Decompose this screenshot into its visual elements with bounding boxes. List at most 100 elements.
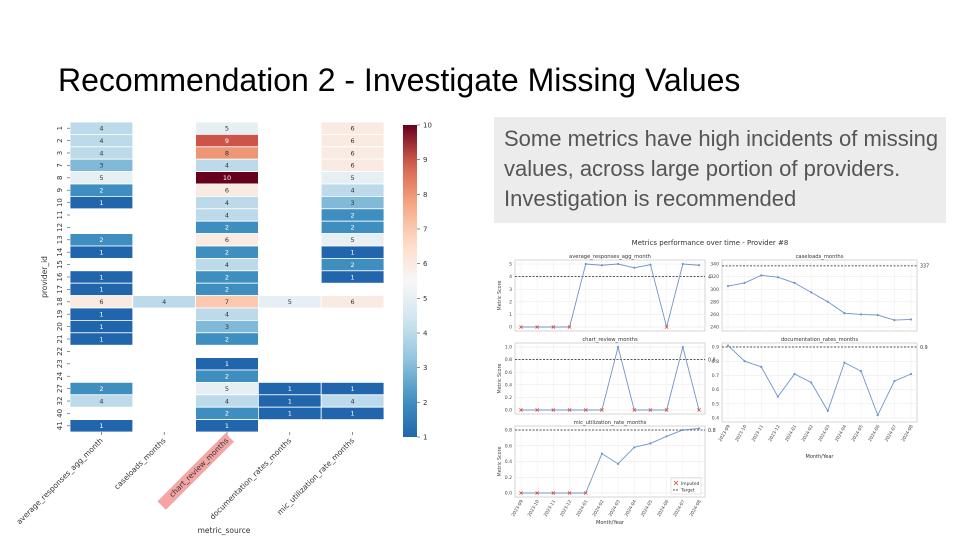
highlight-marker [157, 433, 234, 510]
heatmap-cell-label: 1 [99, 286, 103, 294]
panel-ytick-label: 0.8 [712, 359, 719, 365]
panel-ytick-label: 0.6 [505, 443, 512, 449]
heatmap-cell-label: 8 [225, 149, 229, 157]
heatmap-cell-label: 2 [225, 286, 229, 294]
panel-xtick-label: 2024-03 [607, 499, 621, 518]
heatmap-cell-label: 4 [351, 187, 355, 195]
panel-ytick-label: 0.6 [505, 370, 512, 376]
heatmap-cell-label: 2 [225, 273, 229, 281]
panel-ytick-label: 0.0 [505, 491, 512, 497]
panel-xtick-label: 2024-07 [884, 424, 898, 443]
data-point [681, 428, 684, 432]
heatmap-cell-label: 1 [99, 311, 103, 319]
imputed-marker [697, 408, 701, 412]
data-point [793, 372, 796, 376]
legend-box [670, 477, 702, 495]
panel-ytick-label: 5 [509, 262, 512, 268]
panel-xtick-label: 2023-10 [527, 499, 541, 518]
imputed-marker [535, 491, 540, 495]
panel-xtick-label: 2024-01 [784, 424, 798, 443]
panel-title: mic_utilization_rate_months [574, 420, 647, 426]
target-label: 337 [920, 264, 929, 270]
series-line [727, 345, 912, 417]
heatmap-cell-label: 4 [99, 397, 103, 405]
heatmap-row-label: 10 [56, 198, 64, 207]
panel-ytick-label: 0.4 [712, 416, 719, 422]
heatmap-cell-label: 2 [225, 410, 229, 418]
callout-text: Some metrics have high incidents of miss… [504, 126, 939, 211]
panel-ytick-label: 0.5 [712, 401, 719, 407]
panel-xtick-label: 2023-09 [717, 424, 731, 443]
heatmap-row-label: 14 [56, 247, 64, 256]
series-line [521, 427, 700, 494]
heatmap-cell-label: 4 [225, 261, 229, 269]
panel-xlabel: Month/Year [596, 520, 625, 526]
heatmap-cell-label: 4 [225, 397, 229, 405]
heatmap-cell-label: 1 [99, 273, 103, 281]
panel-ytick-label: 4 [509, 274, 512, 280]
legend-imputed-icon [673, 480, 679, 486]
imputed-marker [567, 408, 572, 412]
panel-xtick-label: 2024-05 [850, 424, 864, 443]
heatmap-cell-label: 1 [351, 273, 355, 281]
panel-ytick-label: 240 [710, 325, 719, 331]
heatmap-cell [320, 270, 385, 284]
heatmap-xlabel: metric_source [198, 526, 251, 535]
heatmap-cell-label: 4 [225, 162, 229, 170]
series-line [521, 263, 700, 328]
heatmap-cell-label: 4 [225, 311, 229, 319]
heatmap-cell-label: 7 [225, 298, 229, 306]
panel-ytick-label: 0.2 [505, 475, 512, 481]
data-point [810, 381, 813, 384]
imputed-marker [519, 408, 523, 412]
heatmap-cell-label: 2 [99, 385, 103, 393]
heatmap-cell-label: 1 [99, 323, 103, 331]
data-point [826, 409, 829, 412]
panel-title: caseloads_months [796, 254, 844, 260]
heatmap-row-label: 9 [56, 188, 64, 192]
heatmap-cell-label: 6 [351, 137, 355, 145]
target-label: 0.8 [708, 357, 716, 363]
data-point [859, 370, 863, 373]
heatmap-ylabel: provider_id [40, 256, 49, 298]
heatmap-row-label: 41 [56, 421, 64, 430]
panel-ytick-label: 320 [710, 274, 719, 280]
panel-ylabel: Metric Score [497, 364, 503, 394]
heatmap-cell-label: 6 [351, 298, 355, 306]
heatmap-cell-label: 2 [225, 224, 229, 232]
heatmap-cell-label: 2 [225, 335, 229, 343]
heatmap-row-label: 23 [56, 359, 64, 368]
data-point [584, 262, 587, 266]
data-point [876, 313, 879, 317]
heatmap-cell-label: 5 [225, 385, 229, 393]
heatmap-cell-label: 1 [288, 385, 292, 393]
imputed-marker [664, 408, 669, 412]
panel-ytick-label: 340 [710, 262, 719, 268]
colorbar-tick-label: 3 [423, 364, 427, 372]
heatmap-cell-label: 4 [162, 298, 166, 306]
heatmap-cell-label: 2 [351, 211, 355, 219]
data-point [876, 414, 879, 417]
heatmap-cell [320, 406, 385, 421]
panel-xtick-label: 2023-11 [751, 424, 765, 443]
heatmap-cell-label: 4 [99, 149, 103, 157]
data-point [649, 263, 652, 266]
callout-box: Some metrics have high incidents of miss… [494, 117, 946, 223]
panel-xtick-label: 2024-01 [575, 499, 589, 518]
panel-xtick-label: 2023-12 [559, 499, 573, 518]
heatmap-cell-label: 1 [99, 335, 103, 343]
data-point [600, 452, 604, 455]
heatmap-row-label: 18 [56, 297, 64, 306]
data-point [859, 313, 863, 316]
heatmap-cell-label: 1 [99, 422, 103, 430]
imputed-marker [551, 325, 556, 329]
panel-ytick-label: 1 [509, 312, 512, 318]
data-point [793, 281, 796, 284]
data-point [909, 372, 913, 376]
heatmap-row-label: 20 [56, 322, 64, 331]
data-point [616, 462, 620, 465]
heatmap-cell-label: 5 [225, 125, 229, 133]
heatmap-row-label: 8 [56, 176, 64, 180]
